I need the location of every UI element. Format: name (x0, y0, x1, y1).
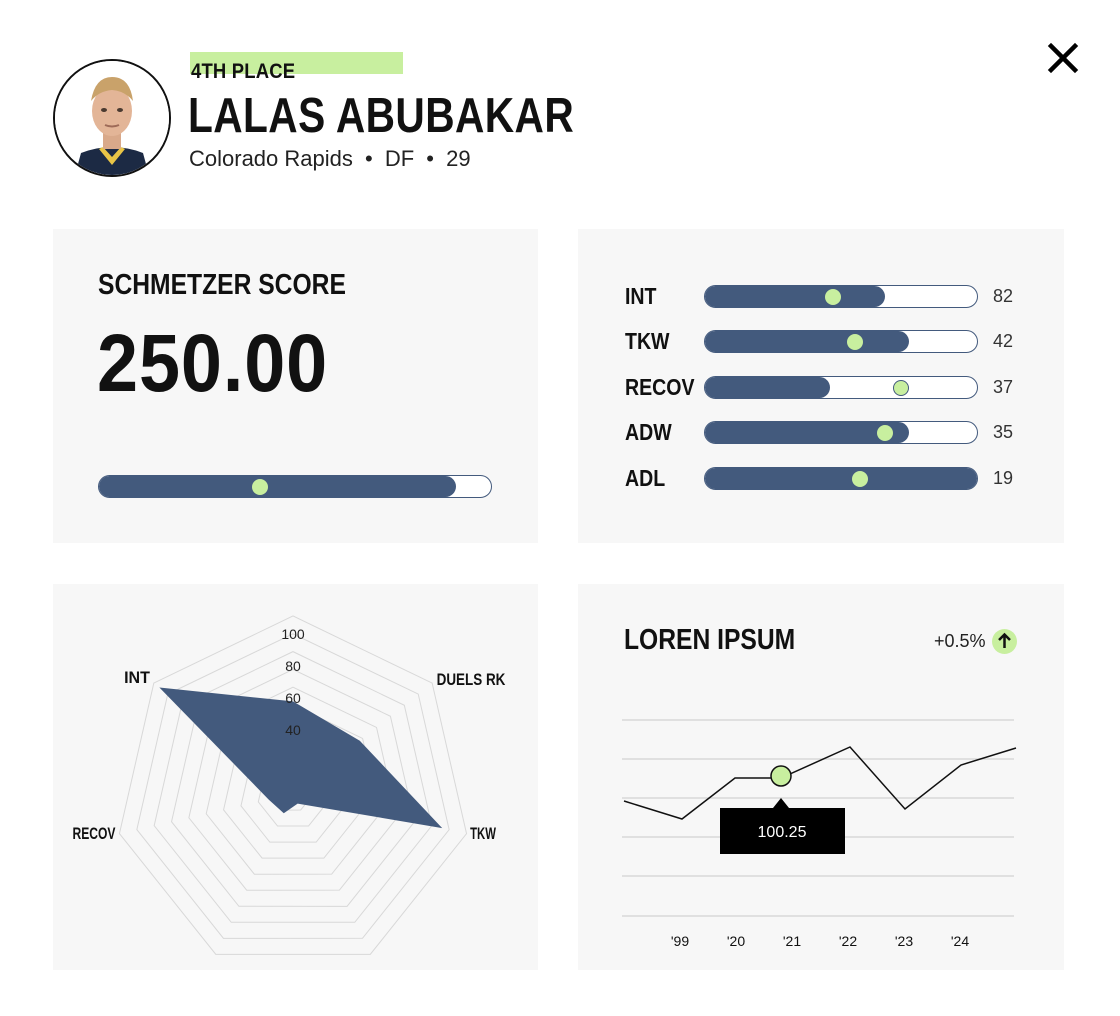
stats-card: INT 82 TKW 42 RECOV 37 ADW 35 ADL 19 (578, 229, 1064, 543)
player-meta: Colorado Rapids • DF • 29 (189, 146, 471, 172)
stat-bar-adw (704, 421, 978, 444)
stat-bar-marker (824, 288, 841, 305)
player-avatar (53, 59, 171, 177)
score-card: SCHMETZER SCORE 250.00 (53, 229, 538, 543)
stat-value-adl: 19 (993, 468, 1014, 488)
stat-value-tkw: 42 (993, 331, 1014, 351)
player-position: DF (384, 146, 415, 171)
trend-card: LOREN IPSUM +0.5% 100.25 '99 '20 '21 '22 '23 '… (578, 584, 1064, 970)
radar-card: 40 60 80 100 INT DUELS RK TKW RECOV (53, 584, 538, 970)
trend-title: LOREN IPSUM (624, 624, 796, 656)
stat-bar-marker (846, 333, 863, 350)
trend-tooltip (720, 798, 845, 854)
score-title: SCHMETZER SCORE (98, 269, 346, 301)
radar-tick-label: 100 (281, 626, 305, 642)
stat-bar-recov (704, 376, 978, 399)
stat-bar-fill (705, 468, 977, 489)
trend-x-label: '99 (671, 933, 689, 949)
stat-bar-fill (705, 331, 909, 352)
radar-tick-label: 40 (285, 722, 301, 738)
trend-x-label: '24 (951, 933, 969, 949)
stat-bar-fill (705, 422, 909, 443)
score-bar (98, 475, 492, 498)
stat-bar-fill (705, 286, 885, 307)
radar-axis-label: DUELS RK (437, 670, 506, 689)
player-name: LALAS ABUBAKAR (188, 89, 575, 143)
trend-x-label: '21 (783, 933, 801, 949)
trend-x-label: '20 (727, 933, 745, 949)
radar-axis-label: RECOV (73, 824, 116, 843)
stat-label-tkw: TKW (625, 328, 670, 354)
stat-bar-fill (705, 377, 831, 398)
trend-highlight-point[interactable] (770, 765, 792, 787)
radar-tick-label: 60 (285, 690, 301, 706)
trend-change: +0.5% (934, 631, 986, 651)
stat-bar-marker (852, 470, 869, 487)
stat-label-recov: RECOV (625, 374, 695, 400)
place-badge: 4TH PLACE (190, 52, 403, 83)
meta-separator: • (365, 146, 373, 171)
player-age: 29 (446, 146, 471, 171)
trend-tooltip-value: 100.25 (758, 824, 807, 841)
team-name: Colorado Rapids (189, 146, 353, 171)
radar-chart: 40 60 80 100 INT DUELS RK TKW RECOV (73, 615, 506, 955)
stat-value-adw: 35 (993, 422, 1014, 442)
close-button[interactable] (1045, 40, 1081, 76)
radar-grid-ring (170, 668, 416, 907)
trend-line (623, 746, 1017, 820)
trend-x-label: '23 (895, 933, 913, 949)
stat-bar-adl (704, 467, 978, 490)
trend-chart: 100.25 '99 '20 '21 '22 '23 '24 (622, 719, 1017, 949)
stat-bar-marker (892, 379, 909, 396)
stat-label-adw: ADW (625, 419, 672, 445)
arrow-up-icon (998, 632, 1011, 648)
score-bar-fill (99, 476, 456, 497)
radar-grid-ring (188, 686, 398, 891)
score-value: 250.00 (97, 318, 329, 409)
stat-label-adl: ADL (625, 465, 666, 491)
trend-up-button[interactable] (992, 629, 1017, 654)
place-highlight (190, 52, 403, 74)
stat-bar-tkw (704, 330, 978, 353)
radar-grid-ring (118, 615, 468, 955)
stat-bar-marker (876, 424, 893, 441)
stat-value-int: 82 (993, 286, 1014, 306)
stat-label-int: INT (625, 283, 657, 309)
close-icon (1047, 42, 1079, 74)
stat-value-recov: 37 (993, 377, 1014, 397)
radar-axis-label: TKW (470, 824, 496, 843)
meta-separator: • (426, 146, 434, 171)
radar-axis-label: INT (124, 668, 150, 687)
radar-tick-label: 80 (285, 658, 301, 674)
radar-grid-ring (136, 633, 450, 939)
radar-grid-ring (153, 651, 433, 923)
place-label: 4TH PLACE (191, 60, 296, 83)
stat-bar-int (704, 285, 978, 308)
trend-x-label: '22 (839, 933, 857, 949)
radar-shape (159, 687, 443, 829)
score-bar-marker (251, 478, 268, 495)
